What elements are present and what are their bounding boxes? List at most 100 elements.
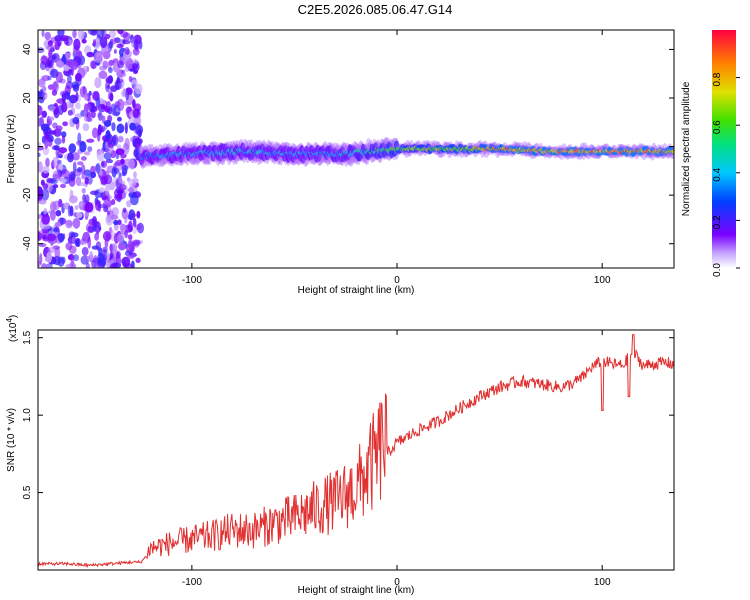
heatmap-noise-blob: [121, 256, 131, 268]
heatmap-noise-blob: [111, 122, 116, 132]
heatmap-noise-blob: [44, 138, 49, 150]
heatmap-noise-blob: [132, 217, 137, 228]
heatmap-noise-blob: [120, 158, 125, 165]
heatmap-noise-blob: [65, 219, 73, 229]
heatmap-noise-blob: [65, 39, 69, 45]
chart-title: C2E5.2026.085.06.47.G14: [297, 2, 453, 17]
heatmap-noise-blob: [50, 68, 59, 78]
heatmap-noise-blob: [50, 177, 58, 185]
heatmap-noise-blob: [89, 190, 99, 196]
heatmap-noise-blob: [113, 49, 117, 54]
bottom-y-tick-label: 1.0: [22, 408, 33, 422]
heatmap-noise-blob: [121, 164, 128, 175]
heatmap-noise-blob: [116, 78, 124, 84]
heatmap-noise-blob: [38, 253, 43, 265]
heatmap-noise-blob: [86, 51, 95, 58]
heatmap-noise-blob: [132, 239, 141, 246]
heatmap-noise-blob: [41, 110, 48, 118]
heatmap-noise-blob: [59, 178, 67, 184]
heatmap-noise-blob: [72, 161, 77, 173]
colorbar-tick-label: 0.2: [712, 215, 723, 229]
heatmap-noise-blob: [76, 211, 83, 218]
heatmap-noise-blob: [41, 188, 50, 201]
heatmap-noise-blob: [128, 75, 133, 83]
heatmap-noise-blob: [61, 256, 66, 264]
heatmap-noise-blob: [127, 254, 135, 260]
heatmap-noise-blob: [78, 201, 84, 210]
heatmap-noise-blob: [124, 250, 133, 257]
heatmap-noise-blob: [85, 262, 91, 268]
heatmap-noise-blob: [113, 219, 119, 226]
heatmap-noise-blob: [100, 160, 108, 169]
heatmap-noise-blob: [77, 132, 82, 144]
heatmap-noise-blob: [81, 174, 87, 180]
heatmap-noise-blob: [68, 177, 76, 187]
bottom-x-tick-label: 100: [594, 577, 611, 588]
heatmap-noise-blob: [109, 92, 114, 102]
bottom-x-axis-label: Height of straight line (km): [298, 585, 415, 596]
top-x-tick-label: 100: [594, 275, 611, 286]
heatmap-noise-blob: [95, 162, 101, 174]
heatmap-noise-blob: [72, 217, 81, 229]
colorbar-tick-label: 0.6: [712, 120, 723, 134]
heatmap-noise-blob: [87, 175, 93, 185]
heatmap-noise-blob: [110, 199, 116, 206]
heatmap-noise-blob: [52, 173, 60, 180]
heatmap-noise-blob: [90, 60, 97, 70]
heatmap-noise-blob: [81, 246, 89, 256]
heatmap-noise-blob: [116, 116, 122, 122]
heatmap-noise-blob: [89, 251, 94, 261]
heatmap-noise-blob: [74, 204, 79, 211]
heatmap-noise-blob: [97, 256, 107, 267]
heatmap-noise-blob: [70, 232, 79, 238]
heatmap-noise-blob: [54, 247, 61, 259]
heatmap-noise-blob: [117, 135, 124, 143]
heatmap-noise-blob: [91, 245, 100, 250]
heatmap-noise-blob: [59, 35, 69, 41]
heatmap-noise-blob: [42, 224, 50, 230]
heatmap-noise-blob: [52, 227, 60, 233]
heatmap-noise-blob: [96, 150, 105, 162]
heatmap-noise-blob: [134, 83, 143, 95]
heatmap-noise-blob: [41, 213, 51, 225]
heatmap-noise-blob: [123, 32, 131, 41]
heatmap-noise-blob: [125, 57, 134, 70]
heatmap-noise-blob: [39, 116, 44, 127]
heatmap-noise-blob: [41, 91, 48, 100]
heatmap-noise-blob: [117, 72, 127, 78]
heatmap-noise-blob: [85, 117, 93, 123]
heatmap-noise-blob: [51, 54, 57, 60]
heatmap-noise-blob: [77, 167, 82, 173]
heatmap-noise-blob: [99, 36, 108, 49]
heatmap-noise-blob: [60, 217, 64, 226]
heatmap-noise-blob: [42, 234, 47, 240]
heatmap-noise-blob: [87, 236, 92, 249]
heatmap-noise-blob: [77, 30, 85, 40]
heatmap-noise-blob: [109, 252, 114, 260]
heatmap-noise-blob: [86, 138, 95, 143]
heatmap-noise-blob: [132, 108, 140, 119]
heatmap-noise-blob: [67, 109, 73, 116]
heatmap-noise-blob: [70, 173, 76, 180]
heatmap-noise-blob: [65, 81, 74, 90]
heatmap-noise-blob: [83, 169, 92, 177]
heatmap-noise-blob: [135, 223, 142, 231]
bottom-y-tick-label: 0.5: [22, 485, 33, 499]
heatmap-noise-blob: [38, 141, 41, 147]
heatmap-noise-blob: [128, 220, 133, 233]
top-x-tick-label: 0: [394, 275, 400, 286]
heatmap-noise-blob: [102, 60, 109, 69]
heatmap-noise-blob: [57, 104, 64, 116]
heatmap-noise-blob: [106, 251, 110, 260]
heatmap-noise-blob: [130, 79, 138, 85]
heatmap-noise-blob: [128, 209, 136, 221]
heatmap-noise-blob: [118, 176, 123, 184]
heatmap-noise-blob: [80, 156, 87, 161]
heatmap-noise-blob: [96, 30, 105, 39]
heatmap-noise-blob: [127, 240, 132, 249]
heatmap-noise-blob: [74, 72, 82, 82]
bottom-y-tick-label: 1.5: [22, 330, 33, 344]
heatmap-noise-blob: [63, 65, 70, 72]
heatmap-noise-blob: [40, 123, 50, 132]
